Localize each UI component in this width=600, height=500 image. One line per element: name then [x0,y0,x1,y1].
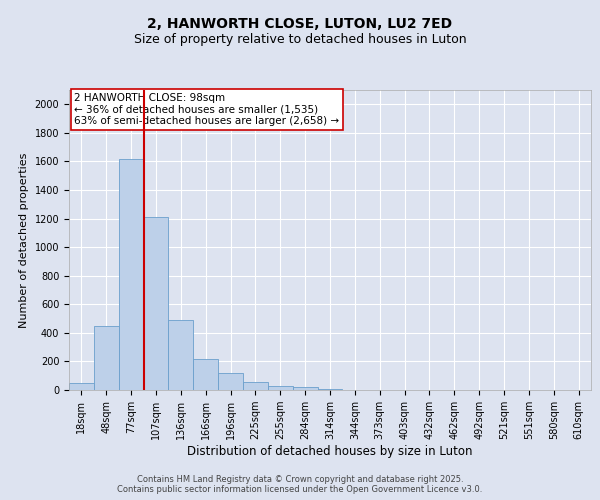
Bar [94,326,119,390]
Bar [169,320,193,390]
X-axis label: Distribution of detached houses by size in Luton: Distribution of detached houses by size … [187,445,473,458]
Bar [69,383,94,390]
Text: 2, HANWORTH CLOSE, LUTON, LU2 7ED: 2, HANWORTH CLOSE, LUTON, LU2 7ED [148,18,452,32]
Text: 2 HANWORTH CLOSE: 98sqm
← 36% of detached houses are smaller (1,535)
63% of semi: 2 HANWORTH CLOSE: 98sqm ← 36% of detache… [74,93,340,126]
Text: Contains HM Land Registry data © Crown copyright and database right 2025.
Contai: Contains HM Land Registry data © Crown c… [118,474,482,494]
Bar [119,158,143,390]
Y-axis label: Number of detached properties: Number of detached properties [19,152,29,328]
Text: Size of property relative to detached houses in Luton: Size of property relative to detached ho… [134,32,466,46]
Bar [317,388,343,390]
Bar [193,360,218,390]
Bar [243,382,268,390]
Bar [293,387,317,390]
Bar [143,217,169,390]
Bar [268,386,293,390]
Bar [218,373,243,390]
